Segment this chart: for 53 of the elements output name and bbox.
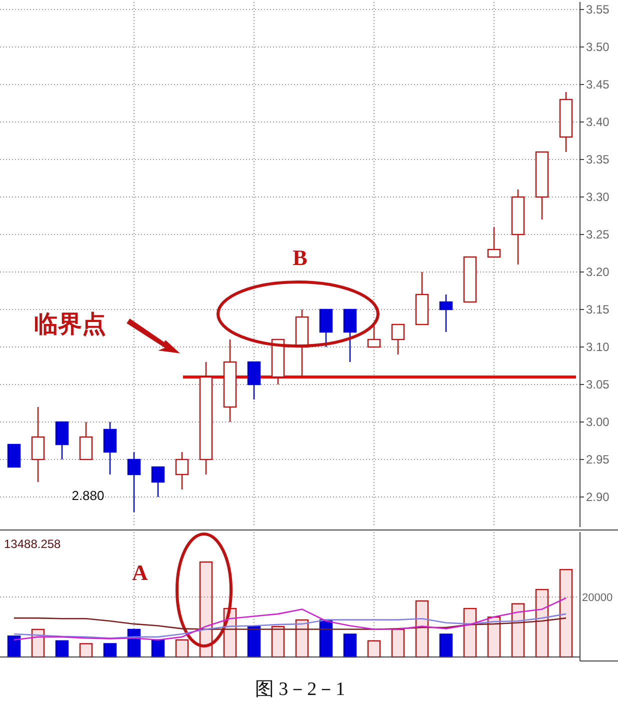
bar [463, 608, 477, 658]
y-tick-label: 3.10 [586, 340, 610, 354]
y-tick-label: 3.05 [586, 378, 610, 392]
y-tick-label: 3.00 [586, 415, 610, 429]
candlestick [127, 451, 141, 513]
y-tick-label: 3.20 [586, 265, 610, 279]
bar [199, 561, 213, 658]
y-tick-label: 2.95 [586, 452, 610, 466]
candlestick [319, 308, 333, 348]
bar [175, 639, 189, 658]
bar [511, 603, 525, 658]
y-tick-label: 3.55 [586, 2, 610, 16]
annotation: 临界点 [34, 311, 106, 338]
y-tick-label: 3.35 [586, 152, 610, 166]
y-tick-label: 3.30 [586, 190, 610, 204]
bar [391, 628, 405, 658]
bar [55, 640, 69, 658]
y-tick-label: 3.25 [586, 228, 610, 242]
annotation: B [292, 245, 308, 270]
candlestick [175, 451, 189, 490]
bar [7, 636, 21, 658]
y-tick-label: 3.50 [586, 40, 610, 54]
candlestick [439, 294, 453, 333]
bar [79, 643, 93, 658]
candlestick [151, 466, 165, 498]
candlestick [7, 444, 21, 468]
bar [439, 634, 453, 658]
candlestick [367, 324, 381, 348]
text: 13488.258 [4, 537, 62, 551]
bar [103, 643, 117, 658]
y-tick-label: 3.45 [586, 78, 610, 92]
bar [247, 626, 261, 658]
candlestick [103, 421, 117, 476]
candlestick [55, 421, 69, 460]
bar [367, 640, 381, 658]
candlestick [391, 324, 405, 356]
candlestick [247, 361, 261, 400]
annotation: A [132, 560, 148, 585]
candlestick [487, 226, 501, 258]
candlestick [31, 406, 45, 483]
y-tick-label: 3.40 [586, 115, 610, 129]
bar [271, 626, 285, 658]
y-tick-label: 3.15 [586, 302, 610, 316]
text: 20000 [582, 592, 613, 604]
bar [343, 634, 357, 658]
y-tick-label: 2.90 [586, 490, 610, 504]
caption: 图 3－2－1 [254, 679, 346, 700]
candlestick [79, 421, 93, 460]
bar [535, 588, 549, 658]
bar [415, 600, 429, 658]
annotation: 2.880 [72, 488, 104, 503]
bar [559, 569, 573, 658]
candlestick [343, 308, 357, 363]
